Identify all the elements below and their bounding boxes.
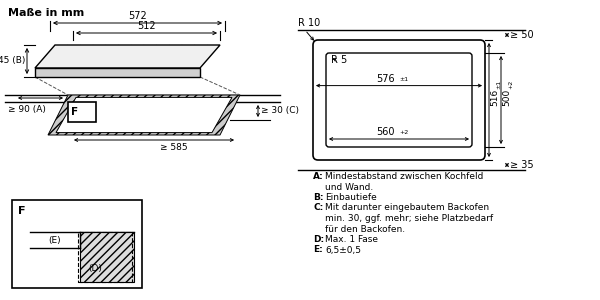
Text: 572: 572 — [128, 11, 147, 21]
Text: und Wand.: und Wand. — [325, 182, 373, 191]
Text: ≥ 90 (A): ≥ 90 (A) — [8, 105, 46, 114]
Text: C:: C: — [313, 203, 323, 212]
Text: 6,5±0,5: 6,5±0,5 — [325, 245, 361, 254]
Text: ≥ 50: ≥ 50 — [510, 30, 533, 40]
FancyBboxPatch shape — [12, 200, 142, 288]
Text: +2: +2 — [399, 130, 409, 135]
Polygon shape — [35, 45, 220, 68]
Text: A:: A: — [313, 172, 324, 181]
Text: Mindestabstand zwischen Kochfeld: Mindestabstand zwischen Kochfeld — [325, 172, 484, 181]
Text: R 10: R 10 — [298, 18, 320, 28]
FancyBboxPatch shape — [68, 102, 96, 122]
Text: Maße in mm: Maße in mm — [8, 8, 84, 18]
Text: E:: E: — [313, 245, 323, 254]
Text: 45 (B): 45 (B) — [0, 56, 25, 65]
Text: ≥ 585: ≥ 585 — [160, 143, 188, 152]
Text: F: F — [18, 206, 25, 216]
Text: für den Backofen.: für den Backofen. — [325, 224, 405, 233]
Text: (E): (E) — [48, 236, 61, 244]
FancyBboxPatch shape — [326, 53, 472, 147]
Polygon shape — [35, 68, 200, 77]
Polygon shape — [48, 95, 240, 135]
Text: (D): (D) — [88, 264, 102, 273]
Text: 500: 500 — [502, 88, 511, 106]
Text: ≥ 30 (C): ≥ 30 (C) — [261, 106, 299, 116]
Text: min. 30, ggf. mehr; siehe Platzbedarf: min. 30, ggf. mehr; siehe Platzbedarf — [325, 214, 493, 223]
Text: ≥ 35: ≥ 35 — [510, 160, 533, 170]
Text: 576: 576 — [376, 74, 395, 84]
Polygon shape — [80, 232, 134, 282]
Text: B:: B: — [313, 193, 323, 202]
Text: R 5: R 5 — [331, 55, 347, 65]
Text: D:: D: — [313, 235, 324, 244]
Polygon shape — [56, 98, 232, 133]
Text: ±1: ±1 — [399, 76, 409, 82]
FancyBboxPatch shape — [313, 40, 485, 160]
Text: ±1: ±1 — [496, 80, 501, 88]
Text: Max. 1 Fase: Max. 1 Fase — [325, 235, 378, 244]
Text: 512: 512 — [137, 21, 156, 31]
Text: +2: +2 — [508, 80, 513, 88]
Text: 560: 560 — [376, 127, 394, 137]
Text: Einbautiefe: Einbautiefe — [325, 193, 377, 202]
Text: Mit darunter eingebautem Backofen: Mit darunter eingebautem Backofen — [325, 203, 489, 212]
Text: F: F — [71, 107, 78, 117]
Text: 516: 516 — [490, 88, 499, 106]
